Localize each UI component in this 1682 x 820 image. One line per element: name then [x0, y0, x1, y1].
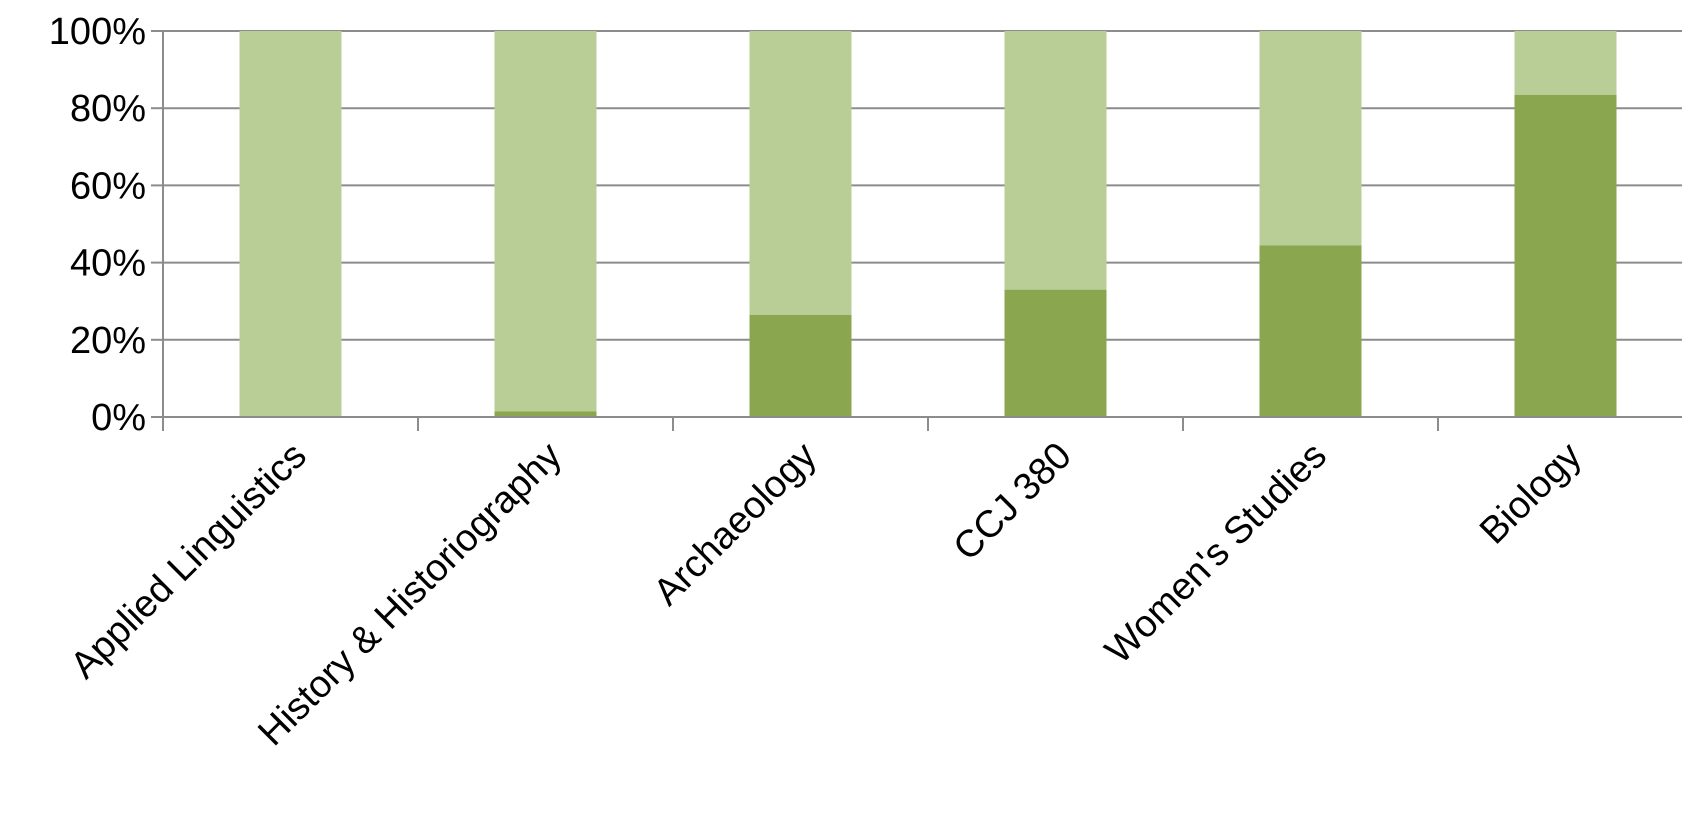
- category-label: Archaeology: [646, 435, 825, 614]
- bar-segment: [749, 31, 852, 315]
- bars: [239, 31, 1617, 417]
- y-tick-label: 60%: [70, 165, 146, 207]
- bar-segment: [1259, 245, 1362, 417]
- axes: [151, 30, 1682, 431]
- category-label: History & Historiography: [250, 435, 569, 754]
- bar-segment: [1259, 31, 1362, 246]
- bar-segment: [749, 314, 852, 417]
- category-label: Biology: [1472, 435, 1590, 553]
- category-label: CCJ 380: [946, 435, 1080, 569]
- y-tick-label: 0%: [91, 397, 146, 439]
- bar-segment: [1004, 31, 1107, 290]
- bar-segment: [494, 31, 597, 412]
- gridlines: [163, 30, 1682, 341]
- category-label: Women's Studies: [1097, 435, 1334, 672]
- bar-segment: [1514, 31, 1617, 95]
- y-tick-label: 80%: [70, 88, 146, 130]
- category-label: Applied Linguistics: [63, 435, 315, 687]
- bar-segment: [494, 411, 597, 417]
- y-tick-label: 40%: [70, 243, 146, 285]
- y-tick-label: 20%: [70, 320, 146, 362]
- y-tick-labels: 0% 20% 40% 60% 80% 100%: [49, 11, 146, 439]
- y-tick-label: 100%: [49, 11, 146, 53]
- bar-segment: [1514, 94, 1617, 417]
- bar-segment: [1004, 289, 1107, 417]
- bar-segment: [239, 31, 342, 417]
